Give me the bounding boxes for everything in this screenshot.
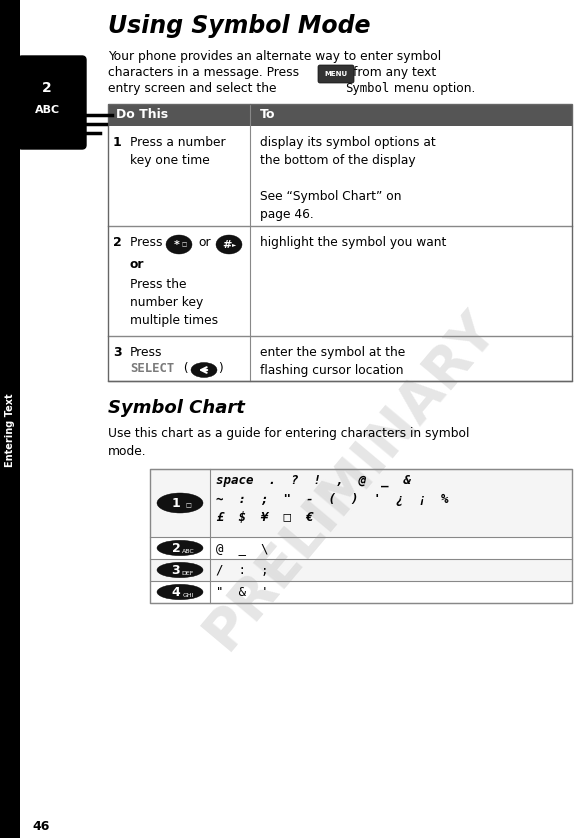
Text: Your phone provides an alternate way to enter symbol: Your phone provides an alternate way to … [108, 50, 441, 63]
Bar [150, 559, 572, 581]
Text: "  &  ': " & ' [216, 586, 268, 599]
Text: #: # [222, 240, 232, 250]
Text: Press a number
key one time: Press a number key one time [130, 136, 226, 167]
Text: □: □ [182, 242, 187, 247]
Text: 1: 1 [172, 496, 180, 510]
Ellipse shape [216, 235, 242, 254]
Ellipse shape [157, 584, 203, 600]
Text: enter the symbol at the
flashing cursor location: enter the symbol at the flashing cursor … [260, 346, 405, 377]
Text: /  :  ;: / : ; [216, 564, 268, 577]
Text: highlight the symbol you want: highlight the symbol you want [260, 236, 446, 249]
Ellipse shape [166, 235, 192, 254]
FancyBboxPatch shape [18, 56, 86, 149]
Text: MENU: MENU [324, 71, 347, 77]
Bar [0, 0, 20, 838]
Text: display its symbol options at
the bottom of the display

See “Symbol Chart” on
p: display its symbol options at the bottom… [260, 136, 436, 221]
Text: characters in a message. Press: characters in a message. Press [108, 66, 299, 79]
Ellipse shape [157, 493, 203, 513]
Ellipse shape [157, 562, 203, 577]
Text: 46: 46 [32, 820, 49, 832]
Text: (: ( [180, 362, 189, 375]
Text: Symbol: Symbol [345, 82, 389, 95]
Text: SELECT: SELECT [130, 362, 174, 375]
Bar [108, 104, 572, 126]
Text: Press the
number key
multiple times: Press the number key multiple times [130, 278, 218, 327]
Text: ): ) [218, 362, 223, 375]
Text: 2: 2 [42, 81, 52, 95]
Bar [108, 104, 572, 381]
Text: 1: 1 [113, 136, 122, 149]
Text: Entering Text: Entering Text [5, 393, 15, 467]
Bar [150, 537, 572, 559]
Text: or: or [130, 258, 144, 271]
Text: *: * [174, 240, 180, 250]
Text: or: or [198, 236, 211, 249]
Text: DEF: DEF [182, 571, 194, 576]
Text: Using Symbol Mode: Using Symbol Mode [108, 14, 371, 38]
Text: Press: Press [130, 346, 162, 359]
Text: GHI: GHI [182, 592, 194, 597]
Text: space  .  ?  !  ,  @  _  &
~  :  ;  "  -  (  )  '  ¿  ¡  %
£  $  ¥  □  €: space . ? ! , @ _ & ~ : ; " - ( ) ' ¿ ¡ … [216, 474, 449, 524]
Text: PRELIMINARY: PRELIMINARY [193, 301, 506, 660]
FancyBboxPatch shape [318, 65, 354, 83]
Text: ABC: ABC [182, 549, 194, 554]
Text: 2: 2 [113, 236, 122, 249]
Text: ►: ► [232, 242, 236, 247]
Text: Use this chart as a guide for entering characters in symbol
mode.: Use this chart as a guide for entering c… [108, 427, 469, 458]
Text: 2: 2 [172, 541, 180, 555]
Text: ABC: ABC [35, 105, 60, 115]
Text: 3: 3 [172, 563, 180, 577]
Text: Symbol Chart: Symbol Chart [108, 399, 245, 417]
Text: Do This: Do This [116, 108, 168, 122]
Bar [150, 581, 572, 603]
Ellipse shape [157, 541, 203, 556]
Text: from any text: from any text [353, 66, 436, 79]
Text: Press: Press [130, 236, 166, 249]
Text: @  _  \: @ _ \ [216, 542, 268, 555]
Text: To: To [260, 108, 275, 122]
Text: entry screen and select the: entry screen and select the [108, 82, 281, 95]
Bar [150, 469, 572, 603]
Ellipse shape [191, 363, 217, 377]
Text: menu option.: menu option. [390, 82, 475, 95]
Bar [150, 469, 572, 537]
Text: 4: 4 [172, 586, 180, 598]
Text: 3: 3 [113, 346, 122, 359]
Text: □: □ [185, 504, 191, 509]
